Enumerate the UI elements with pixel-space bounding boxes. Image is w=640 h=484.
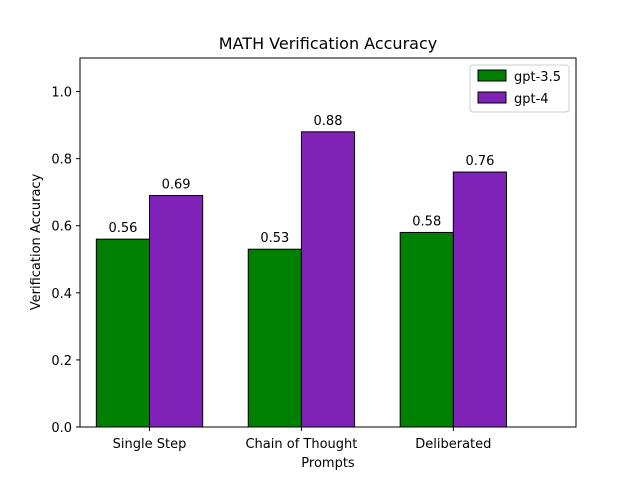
data-label: 0.88 <box>314 114 343 129</box>
y-tick-label: 0.8 <box>51 153 72 168</box>
data-label: 0.58 <box>412 214 441 229</box>
y-axis-label: Verification Accuracy <box>29 173 44 310</box>
x-tick-label: Single Step <box>113 437 187 452</box>
y-tick-label: 0.0 <box>51 421 72 436</box>
legend-label: gpt-3.5 <box>514 70 561 85</box>
y-tick-label: 1.0 <box>51 86 72 101</box>
x-tick-label: Deliberated <box>415 437 491 452</box>
chart-title: MATH Verification Accuracy <box>219 34 437 53</box>
x-axis-label: Prompts <box>301 456 355 471</box>
legend-label: gpt-4 <box>514 92 549 107</box>
data-label: 0.69 <box>162 178 191 193</box>
legend: gpt-3.5 gpt-4 <box>469 64 570 113</box>
bar-gpt-4-2 <box>452 171 507 428</box>
data-label: 0.76 <box>465 154 494 169</box>
bar-gpt-3-5-2 <box>399 231 454 428</box>
bar-gpt-4-0 <box>149 195 204 428</box>
bar-gpt-3-5-1 <box>247 248 302 428</box>
y-tick-label: 0.6 <box>51 220 72 235</box>
bar-gpt-3-5-0 <box>95 238 151 428</box>
bar-gpt-4-1 <box>300 131 356 428</box>
legend-swatch <box>477 69 507 82</box>
data-label: 0.56 <box>108 221 137 236</box>
y-tick-label: 0.4 <box>51 287 72 302</box>
x-axis: Single Step Chain of Thought Deliberated <box>113 427 491 452</box>
data-label: 0.53 <box>260 231 289 246</box>
plot-area: 0.56 0.53 0.58 0.69 0.88 0.76 <box>79 57 577 428</box>
y-axis: 0.0 0.2 0.4 0.6 0.8 1.0 <box>51 86 80 436</box>
y-tick-label: 0.2 <box>51 354 72 369</box>
x-tick-label: Chain of Thought <box>245 437 357 452</box>
legend-swatch <box>477 91 507 104</box>
plot-frame <box>79 57 577 428</box>
